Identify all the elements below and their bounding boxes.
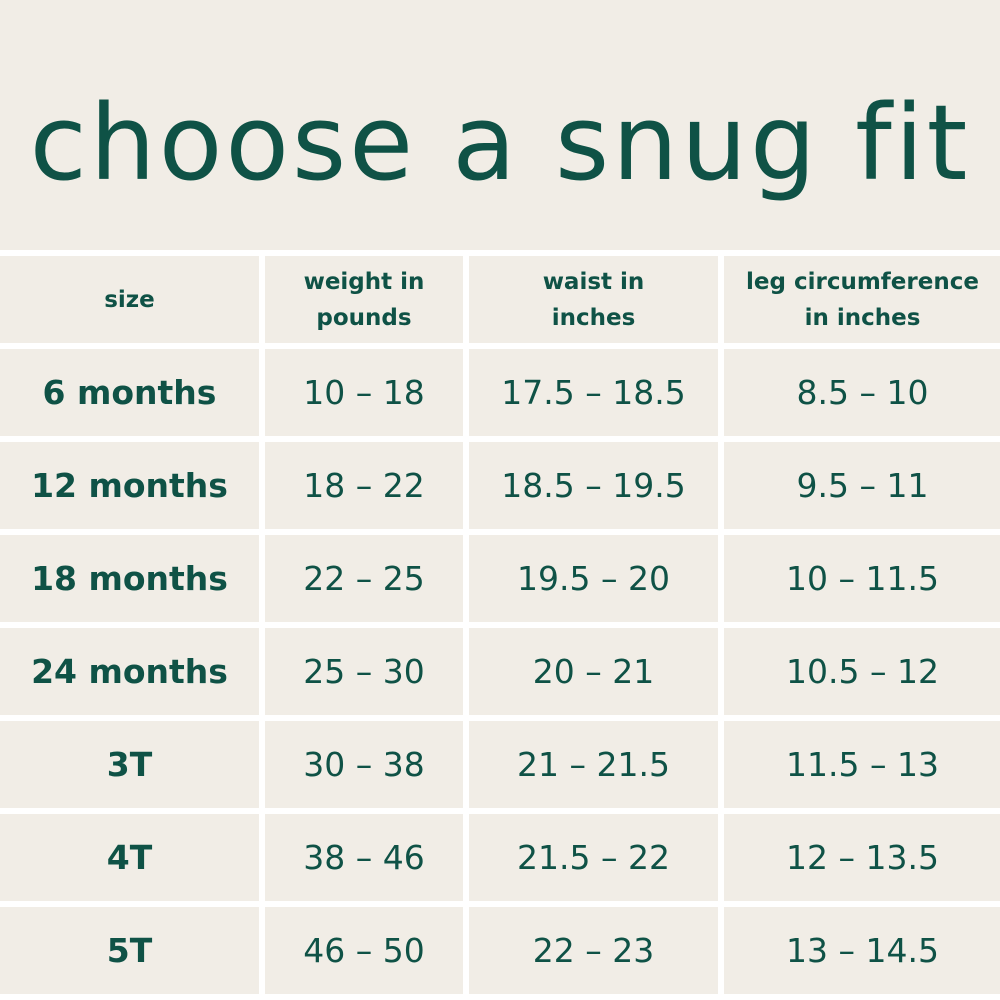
table-cell: 10 – 18 [265,349,463,436]
table-cell: 38 – 46 [265,814,463,901]
table-cell: 13 – 14.5 [724,907,1000,994]
table-cell: 21.5 – 22 [469,814,718,901]
size-label: 3T [0,721,259,808]
size-label: 24 months [0,628,259,715]
page-title: choose a snug fit [29,82,971,204]
size-label: 18 months [0,535,259,622]
table-cell: 9.5 – 11 [724,442,1000,529]
table-cell: 22 – 25 [265,535,463,622]
table-cell: 18.5 – 19.5 [469,442,718,529]
table-cell: 18 – 22 [265,442,463,529]
table-cell: 30 – 38 [265,721,463,808]
column-header: waist in inches [469,256,718,343]
table-cell: 11.5 – 13 [724,721,1000,808]
size-label: 5T [0,907,259,994]
column-header: size [0,256,259,343]
table-cell: 46 – 50 [265,907,463,994]
size-label: 12 months [0,442,259,529]
table-cell: 8.5 – 10 [724,349,1000,436]
table-cell: 25 – 30 [265,628,463,715]
size-label: 6 months [0,349,259,436]
table-cell: 22 – 23 [469,907,718,994]
table-cell: 17.5 – 18.5 [469,349,718,436]
column-header: weight in pounds [265,256,463,343]
table-cell: 10.5 – 12 [724,628,1000,715]
table-cell: 21 – 21.5 [469,721,718,808]
table-cell: 20 – 21 [469,628,718,715]
size-label: 4T [0,814,259,901]
table-cell: 19.5 – 20 [469,535,718,622]
size-chart-table: size weight in pounds waist in inches leg c… [0,250,1000,1000]
table-cell: 10 – 11.5 [724,535,1000,622]
table-cell: 12 – 13.5 [724,814,1000,901]
column-header: leg circumference in inches [724,256,1000,343]
